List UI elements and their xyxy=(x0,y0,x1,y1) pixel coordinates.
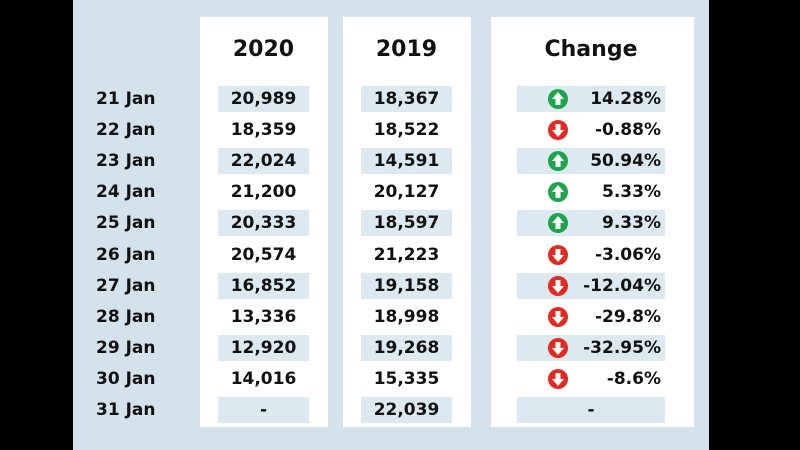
cell-2020: 14,016 xyxy=(230,369,297,389)
cell-2019: 18,597 xyxy=(361,210,452,236)
cell-change: 5.33% xyxy=(517,179,665,205)
row-date: 24 Jan xyxy=(96,182,156,202)
arrow-down-icon xyxy=(548,307,568,327)
change-value: 5.33% xyxy=(602,182,661,202)
cell-2020: 22,024 xyxy=(218,148,309,174)
cell-2019: 21,223 xyxy=(373,245,440,265)
cell-2020: 18,359 xyxy=(230,120,297,140)
cell-change: -29.8% xyxy=(517,304,665,330)
cell-change: 50.94% xyxy=(517,148,665,174)
row-date: 26 Jan xyxy=(96,245,156,265)
row-date: 30 Jan xyxy=(96,369,156,389)
cell-2019: 18,367 xyxy=(361,86,452,112)
cell-2019: 14,591 xyxy=(361,148,452,174)
cell-change: -32.95% xyxy=(517,335,665,361)
cell-2020: 16,852 xyxy=(218,273,309,299)
cell-2020: 20,574 xyxy=(230,245,297,265)
row-date: 29 Jan xyxy=(96,338,156,358)
row-date: 25 Jan xyxy=(96,213,156,233)
row-date: 21 Jan xyxy=(96,89,156,109)
change-value: -3.06% xyxy=(594,245,661,265)
change-value: -32.95% xyxy=(583,338,661,358)
cell-2020: 20,989 xyxy=(218,86,309,112)
cell-2019: 22,039 xyxy=(361,397,452,423)
arrow-down-icon xyxy=(548,369,568,389)
arrow-down-icon xyxy=(548,338,568,358)
change-value: 9.33% xyxy=(602,213,661,233)
cell-2019: 15,335 xyxy=(373,369,440,389)
row-date: 22 Jan xyxy=(96,120,156,140)
cell-2019: 18,998 xyxy=(373,307,440,327)
row-date: 23 Jan xyxy=(96,151,156,171)
header-2020: 2020 xyxy=(232,37,295,62)
arrow-up-icon xyxy=(548,182,568,202)
cell-2019: 19,158 xyxy=(361,273,452,299)
change-value: 14.28% xyxy=(590,89,661,109)
cell-change: -12.04% xyxy=(517,273,665,299)
header-change: Change xyxy=(544,37,638,62)
change-value: -8.6% xyxy=(606,369,661,389)
row-date: 28 Jan xyxy=(96,307,156,327)
cell-change: 14.28% xyxy=(517,86,665,112)
arrow-up-icon xyxy=(548,213,568,233)
arrow-down-icon xyxy=(548,245,568,265)
cell-2020: 21,200 xyxy=(230,182,297,202)
arrow-down-icon xyxy=(548,276,568,296)
change-value: -12.04% xyxy=(583,276,661,296)
cell-2019: 20,127 xyxy=(373,182,440,202)
cell-change: - xyxy=(517,397,665,423)
change-value: -29.8% xyxy=(594,307,661,327)
row-date: 27 Jan xyxy=(96,276,156,296)
row-date: 31 Jan xyxy=(96,400,156,420)
cell-2020: 12,920 xyxy=(218,335,309,361)
arrow-up-icon xyxy=(548,89,568,109)
cell-change: -3.06% xyxy=(517,242,665,268)
arrow-up-icon xyxy=(548,151,568,171)
cell-change: -8.6% xyxy=(517,366,665,392)
cell-change: 9.33% xyxy=(517,210,665,236)
header-2019: 2019 xyxy=(375,37,438,62)
cell-2020: 13,336 xyxy=(230,307,297,327)
cell-2019: 19,268 xyxy=(361,335,452,361)
cell-2019: 18,522 xyxy=(373,120,440,140)
arrow-down-icon xyxy=(548,120,568,140)
cell-2020: - xyxy=(218,397,309,423)
cell-2020: 20,333 xyxy=(218,210,309,236)
cell-change: -0.88% xyxy=(517,117,665,143)
change-value: -0.88% xyxy=(594,120,661,140)
change-value: - xyxy=(587,400,595,420)
change-value: 50.94% xyxy=(590,151,661,171)
